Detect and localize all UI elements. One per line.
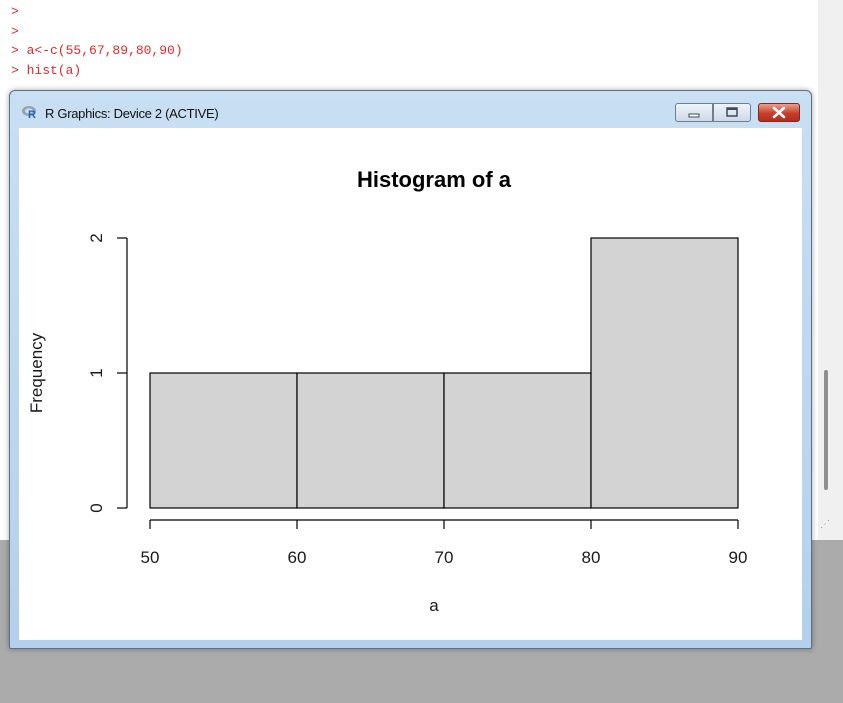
close-button[interactable]	[758, 103, 800, 122]
y-axis: 0 1 2	[87, 233, 128, 513]
histogram-bar	[590, 237, 739, 509]
maximize-button[interactable]	[713, 103, 751, 122]
x-axis: 50 60 70 80 90	[141, 519, 748, 567]
y-tick-label: 0	[87, 503, 106, 512]
console-line: > hist(a)	[11, 62, 82, 78]
graphics-window: R R Graphics: Device 2 (ACTIVE) Histogra…	[9, 90, 812, 649]
histogram-chart: Histogram of a a Frequency 50 60 70 80 90 0 1…	[27, 167, 748, 615]
r-logo-letter: R	[28, 109, 36, 119]
resize-grip-icon[interactable]: ⋰	[820, 519, 830, 530]
minimize-button[interactable]	[675, 103, 713, 122]
r-logo-icon: R	[22, 106, 36, 119]
title-bar[interactable]: R R Graphics: Device 2 (ACTIVE)	[10, 91, 811, 127]
histogram-bar	[443, 372, 592, 509]
plot-area: Histogram of a a Frequency 50 60 70 80 90 0 1…	[19, 128, 802, 640]
console-output: > > > a<-c(55,67,89,80,90) > hist(a)	[11, 2, 183, 80]
y-tick-label: 2	[87, 233, 106, 242]
chart-title: Histogram of a	[357, 167, 512, 192]
histogram-bar	[149, 372, 298, 509]
minimize-icon	[688, 113, 700, 118]
close-icon	[772, 106, 786, 119]
console-line: >	[11, 23, 19, 39]
x-axis-label: a	[429, 596, 439, 615]
x-tick-label: 90	[729, 548, 748, 567]
y-axis-label: Frequency	[27, 332, 46, 413]
console-scrollbar[interactable]	[818, 0, 843, 540]
window-title: R Graphics: Device 2 (ACTIVE)	[45, 106, 219, 121]
bars-group	[149, 237, 739, 509]
x-tick-label: 70	[435, 548, 454, 567]
y-tick-label: 1	[87, 368, 106, 377]
x-tick-label: 50	[141, 548, 160, 567]
console-line: > a<-c(55,67,89,80,90)	[11, 43, 183, 58]
x-tick-label: 60	[288, 548, 307, 567]
console-scroll-thumb[interactable]	[824, 370, 828, 490]
histogram-bar	[296, 372, 445, 509]
console-line: >	[11, 4, 19, 19]
maximize-icon	[726, 107, 738, 117]
x-tick-label: 80	[582, 548, 601, 567]
